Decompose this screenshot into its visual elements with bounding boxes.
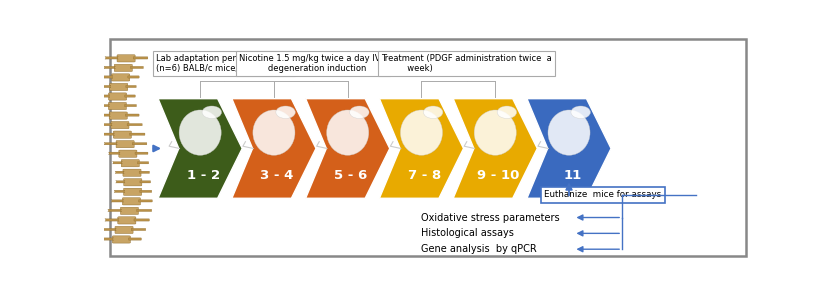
FancyBboxPatch shape (125, 114, 139, 116)
FancyBboxPatch shape (102, 238, 114, 240)
FancyBboxPatch shape (114, 131, 131, 138)
Polygon shape (453, 99, 537, 198)
FancyBboxPatch shape (111, 200, 124, 202)
Ellipse shape (474, 110, 516, 155)
Polygon shape (379, 99, 463, 198)
Ellipse shape (497, 106, 517, 118)
FancyBboxPatch shape (134, 219, 149, 221)
FancyBboxPatch shape (135, 152, 148, 154)
FancyBboxPatch shape (109, 93, 127, 100)
FancyBboxPatch shape (124, 104, 136, 107)
Text: 7 - 8: 7 - 8 (408, 169, 442, 182)
Text: Histological assays: Histological assays (422, 228, 514, 238)
Text: Treatment (PDGF administration twice  a
          week): Treatment (PDGF administration twice a w… (382, 54, 552, 73)
FancyBboxPatch shape (138, 162, 149, 164)
FancyBboxPatch shape (100, 95, 109, 97)
FancyBboxPatch shape (112, 236, 130, 243)
Polygon shape (306, 99, 390, 198)
FancyBboxPatch shape (105, 57, 119, 59)
FancyBboxPatch shape (98, 114, 110, 116)
FancyBboxPatch shape (109, 152, 120, 154)
FancyBboxPatch shape (109, 39, 746, 256)
Ellipse shape (548, 110, 590, 155)
Ellipse shape (202, 106, 221, 118)
FancyBboxPatch shape (115, 226, 133, 233)
FancyBboxPatch shape (103, 228, 116, 230)
Polygon shape (158, 99, 242, 198)
FancyBboxPatch shape (129, 238, 141, 240)
FancyBboxPatch shape (139, 190, 152, 193)
FancyBboxPatch shape (115, 181, 125, 183)
FancyBboxPatch shape (111, 121, 129, 129)
FancyBboxPatch shape (123, 169, 141, 176)
FancyBboxPatch shape (134, 57, 148, 59)
FancyBboxPatch shape (100, 133, 114, 135)
FancyBboxPatch shape (124, 188, 142, 196)
Text: Oxidative stress parameters: Oxidative stress parameters (422, 213, 560, 223)
Text: Euthanize  mice for assays: Euthanize mice for assays (544, 191, 661, 199)
Text: 5 - 6: 5 - 6 (334, 169, 367, 182)
FancyBboxPatch shape (132, 143, 147, 145)
FancyBboxPatch shape (131, 228, 146, 230)
FancyBboxPatch shape (109, 102, 126, 110)
FancyBboxPatch shape (129, 133, 145, 135)
Ellipse shape (401, 110, 443, 155)
Text: 1 - 2: 1 - 2 (187, 169, 220, 182)
FancyBboxPatch shape (118, 217, 136, 224)
FancyBboxPatch shape (130, 66, 144, 69)
FancyBboxPatch shape (104, 143, 118, 145)
FancyBboxPatch shape (112, 74, 129, 81)
FancyBboxPatch shape (124, 95, 135, 97)
FancyBboxPatch shape (114, 64, 132, 71)
FancyBboxPatch shape (109, 112, 127, 119)
FancyBboxPatch shape (140, 181, 150, 183)
Text: 9 - 10: 9 - 10 (478, 169, 519, 182)
FancyBboxPatch shape (128, 76, 139, 78)
FancyBboxPatch shape (137, 209, 152, 212)
FancyBboxPatch shape (103, 76, 113, 78)
Polygon shape (527, 99, 611, 198)
FancyBboxPatch shape (139, 200, 152, 202)
FancyBboxPatch shape (115, 171, 124, 173)
FancyBboxPatch shape (99, 104, 109, 107)
FancyBboxPatch shape (114, 190, 125, 193)
FancyBboxPatch shape (127, 123, 142, 126)
FancyBboxPatch shape (116, 141, 134, 148)
Text: 11: 11 (563, 169, 581, 182)
Text: Nicotine 1.5 mg/kg twice a day IVD
   degeneration induction: Nicotine 1.5 mg/kg twice a day IVD degen… (239, 54, 387, 73)
FancyBboxPatch shape (139, 171, 149, 173)
Ellipse shape (571, 106, 590, 118)
FancyBboxPatch shape (123, 198, 140, 205)
FancyBboxPatch shape (109, 83, 128, 91)
Ellipse shape (180, 110, 221, 155)
Ellipse shape (326, 110, 369, 155)
FancyBboxPatch shape (119, 150, 137, 157)
Text: Gene analysis  by qPCR: Gene analysis by qPCR (422, 244, 537, 254)
Ellipse shape (423, 106, 443, 118)
FancyBboxPatch shape (124, 179, 142, 186)
FancyBboxPatch shape (99, 123, 112, 126)
FancyBboxPatch shape (105, 219, 119, 221)
Ellipse shape (253, 110, 295, 155)
FancyBboxPatch shape (126, 85, 136, 88)
Text: Lab adaptation period (2 weeks)
(n=6) BALB/c mice/ Group: Lab adaptation period (2 weeks) (n=6) BA… (156, 54, 292, 73)
FancyBboxPatch shape (102, 85, 111, 88)
FancyBboxPatch shape (104, 66, 115, 69)
FancyBboxPatch shape (120, 207, 139, 215)
Polygon shape (232, 99, 316, 198)
Ellipse shape (276, 106, 296, 118)
Text: 3 - 4: 3 - 4 (261, 169, 294, 182)
FancyBboxPatch shape (117, 55, 135, 62)
FancyBboxPatch shape (108, 209, 122, 212)
FancyBboxPatch shape (113, 162, 123, 164)
Ellipse shape (350, 106, 369, 118)
FancyBboxPatch shape (121, 160, 139, 167)
